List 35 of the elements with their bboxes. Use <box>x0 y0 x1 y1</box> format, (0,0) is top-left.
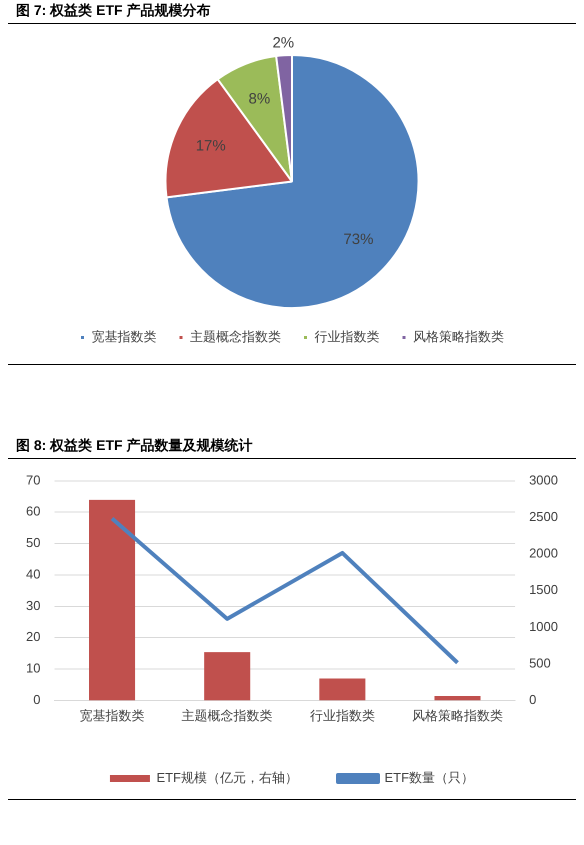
legend-label: 风格策略指数类 <box>413 329 504 344</box>
legend-label: 行业指数类 <box>314 329 380 344</box>
data-label: 8% <box>248 90 270 108</box>
y2-tick-label: 500 <box>529 655 551 670</box>
y2-tick-label: 3000 <box>529 472 558 488</box>
bar <box>319 678 366 700</box>
x-tick-label: 风格策略指数类 <box>412 708 504 723</box>
chart-title: 图 7: 权益类 ETF 产品规模分布 <box>8 0 576 24</box>
y2-tick-label: 0 <box>529 692 536 707</box>
y-tick-label: 40 <box>26 566 40 582</box>
legend-label: 宽基指数类 <box>92 329 156 344</box>
bar <box>204 652 250 700</box>
x-tick-label: 行业指数类 <box>310 708 375 723</box>
y-tick-label: 0 <box>33 692 40 707</box>
data-label: 2% <box>272 34 294 52</box>
data-label: 73% <box>343 231 374 248</box>
x-tick-label: 宽基指数类 <box>80 708 145 723</box>
y2-tick-label: 1000 <box>529 618 558 634</box>
y2-tick-label: 2500 <box>529 508 558 524</box>
y-tick-label: 20 <box>26 629 40 644</box>
y-tick-label: 60 <box>26 504 40 519</box>
y-tick-label: 30 <box>26 598 40 613</box>
data-label: 17% <box>196 137 226 154</box>
y2-tick-label: 2000 <box>529 546 558 561</box>
legend-label: ETF规模（亿元，右轴） <box>156 770 298 786</box>
legend-label: ETF数量（只） <box>384 770 474 786</box>
bar <box>89 500 136 700</box>
x-tick-label: 主题概念指数类 <box>182 708 273 723</box>
y-tick-label: 50 <box>26 535 40 550</box>
y2-tick-label: 1500 <box>529 582 558 598</box>
y-tick-label: 70 <box>26 472 40 488</box>
chart-title: 图 8: 权益类 ETF 产品数量及规模统计 <box>8 435 576 459</box>
y-tick-label: 10 <box>26 660 40 676</box>
bar <box>434 696 481 700</box>
legend-label: 主题概念指数类 <box>190 329 281 344</box>
